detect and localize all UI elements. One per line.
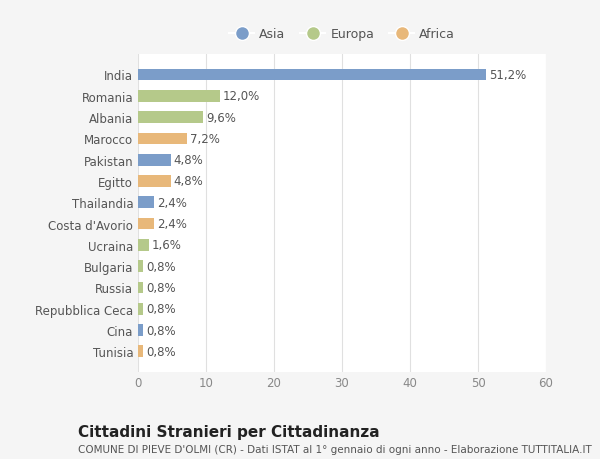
- Bar: [138, 325, 143, 336]
- Text: 12,0%: 12,0%: [223, 90, 260, 103]
- Bar: [138, 176, 170, 187]
- Bar: [138, 303, 143, 315]
- Text: 1,6%: 1,6%: [152, 239, 181, 252]
- Bar: [138, 282, 143, 294]
- Bar: [138, 197, 154, 209]
- Text: 0,8%: 0,8%: [146, 302, 176, 315]
- Text: 0,8%: 0,8%: [146, 324, 176, 337]
- Text: 0,8%: 0,8%: [146, 345, 176, 358]
- Text: 4,8%: 4,8%: [173, 175, 203, 188]
- Text: 7,2%: 7,2%: [190, 133, 220, 146]
- Bar: [138, 155, 170, 166]
- Text: 2,4%: 2,4%: [157, 196, 187, 209]
- Text: 0,8%: 0,8%: [146, 260, 176, 273]
- Text: 51,2%: 51,2%: [489, 69, 526, 82]
- Text: 4,8%: 4,8%: [173, 154, 203, 167]
- Bar: [138, 240, 149, 251]
- Bar: [138, 112, 203, 123]
- Bar: [138, 346, 143, 358]
- Bar: [138, 133, 187, 145]
- Text: Cittadini Stranieri per Cittadinanza: Cittadini Stranieri per Cittadinanza: [78, 425, 380, 440]
- Text: 0,8%: 0,8%: [146, 281, 176, 294]
- Bar: [138, 218, 154, 230]
- Text: 2,4%: 2,4%: [157, 218, 187, 230]
- Text: COMUNE DI PIEVE D'OLMI (CR) - Dati ISTAT al 1° gennaio di ogni anno - Elaborazio: COMUNE DI PIEVE D'OLMI (CR) - Dati ISTAT…: [78, 444, 592, 454]
- Bar: [138, 69, 486, 81]
- Text: 9,6%: 9,6%: [206, 112, 236, 124]
- Bar: [138, 261, 143, 272]
- Legend: Asia, Europa, Africa: Asia, Europa, Africa: [224, 23, 460, 46]
- Bar: [138, 91, 220, 102]
